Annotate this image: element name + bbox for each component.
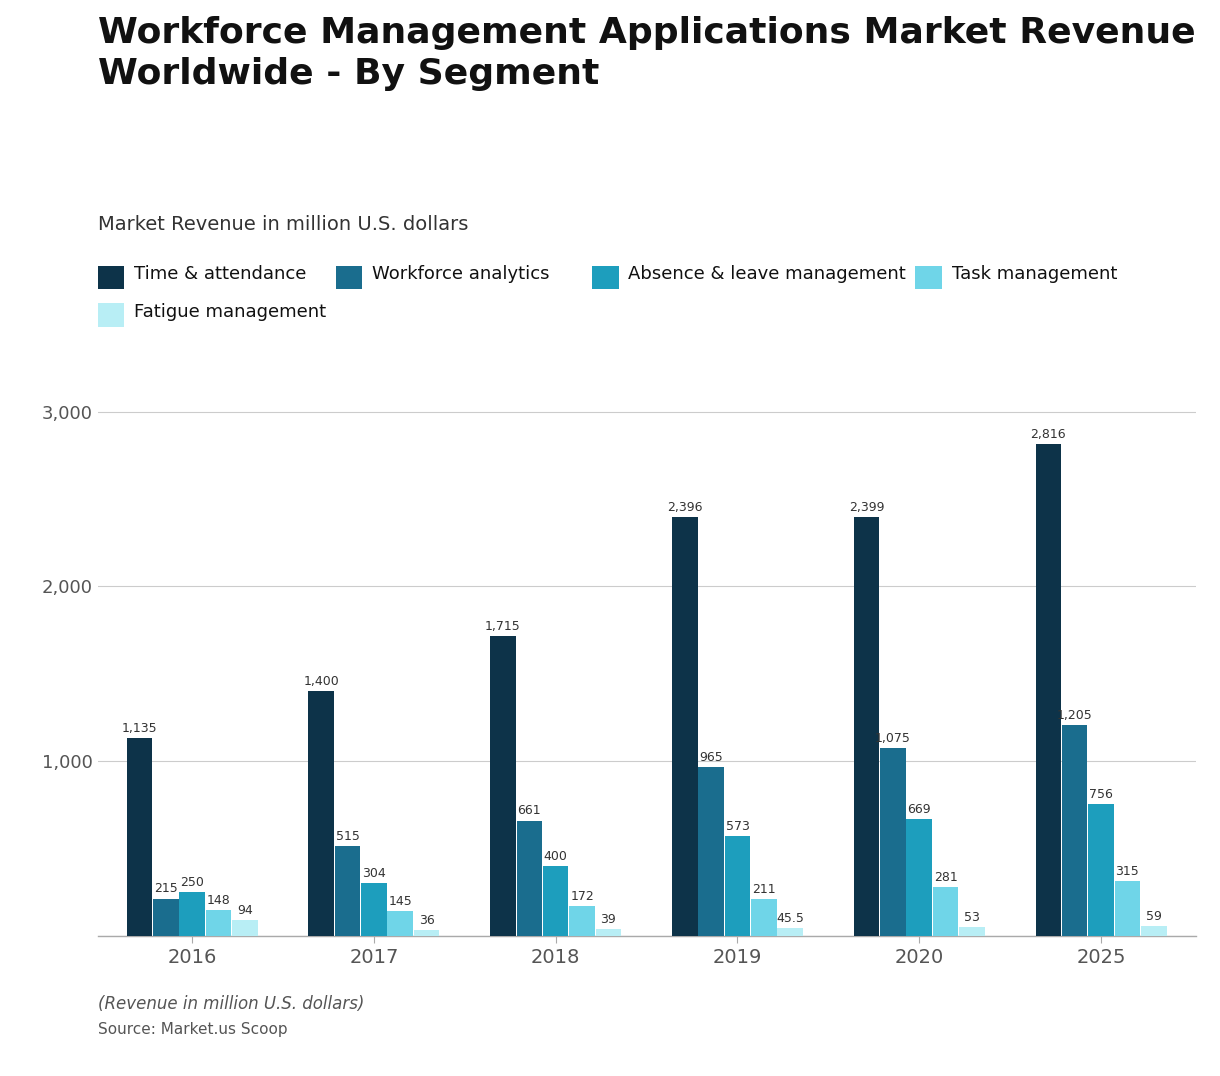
Text: Market Revenue in million U.S. dollars: Market Revenue in million U.S. dollars <box>98 215 468 235</box>
Text: 1,400: 1,400 <box>304 675 339 689</box>
Text: 59: 59 <box>1146 909 1161 922</box>
Text: 573: 573 <box>726 820 749 833</box>
Text: 1,075: 1,075 <box>875 732 911 745</box>
Bar <box>414 930 439 936</box>
Bar <box>1088 804 1114 936</box>
Bar <box>179 892 205 936</box>
Bar <box>570 906 595 936</box>
Text: 36: 36 <box>418 914 434 926</box>
Bar <box>595 930 621 936</box>
Text: Source: Market.us Scoop: Source: Market.us Scoop <box>98 1022 287 1037</box>
Text: 148: 148 <box>206 894 231 907</box>
Text: 1,135: 1,135 <box>122 722 157 735</box>
Bar <box>777 929 803 936</box>
Bar <box>959 926 985 936</box>
Bar <box>752 900 777 936</box>
Text: Absence & leave management: Absence & leave management <box>628 266 906 283</box>
Text: 2,816: 2,816 <box>1031 427 1066 440</box>
Text: Task management: Task management <box>952 266 1118 283</box>
Bar <box>906 819 932 936</box>
Text: 45.5: 45.5 <box>776 912 804 925</box>
Bar <box>880 748 905 936</box>
Text: 315: 315 <box>1115 865 1139 878</box>
Text: 756: 756 <box>1089 788 1113 801</box>
Bar <box>1141 925 1166 936</box>
Text: 661: 661 <box>517 805 542 818</box>
Bar <box>1061 725 1087 936</box>
Text: 304: 304 <box>362 867 386 880</box>
Text: 94: 94 <box>237 904 253 917</box>
Bar <box>309 692 334 936</box>
Bar <box>1115 881 1141 936</box>
Bar <box>361 883 387 936</box>
Bar <box>698 767 723 936</box>
Text: 39: 39 <box>600 914 616 926</box>
Text: 669: 669 <box>908 803 931 816</box>
Text: 1,205: 1,205 <box>1057 709 1093 722</box>
Text: 515: 515 <box>336 830 360 843</box>
Bar <box>388 910 414 936</box>
Text: Workforce Management Applications Market Revenue
Worldwide - By Segment: Workforce Management Applications Market… <box>98 16 1196 90</box>
Text: 1,715: 1,715 <box>486 620 521 633</box>
Bar <box>933 887 959 936</box>
Text: 53: 53 <box>964 910 980 923</box>
Text: 400: 400 <box>544 850 567 863</box>
Bar <box>516 821 542 936</box>
Text: 2,396: 2,396 <box>667 501 703 514</box>
Text: 2,399: 2,399 <box>849 500 884 513</box>
Bar <box>490 636 516 936</box>
Bar <box>206 910 232 936</box>
Text: 211: 211 <box>752 883 776 896</box>
Text: 172: 172 <box>570 890 594 903</box>
Bar <box>725 836 750 936</box>
Bar <box>1036 443 1061 936</box>
Bar <box>232 920 257 936</box>
Bar <box>854 516 880 936</box>
Text: 965: 965 <box>699 751 723 764</box>
Text: 145: 145 <box>388 894 412 908</box>
Text: Fatigue management: Fatigue management <box>134 303 326 321</box>
Bar <box>127 738 152 936</box>
Text: 215: 215 <box>154 882 178 895</box>
Text: 250: 250 <box>181 876 204 889</box>
Text: 281: 281 <box>933 870 958 883</box>
Bar <box>152 898 178 936</box>
Text: Workforce analytics: Workforce analytics <box>372 266 549 283</box>
Bar <box>672 518 698 936</box>
Bar <box>543 866 569 936</box>
Text: Time & attendance: Time & attendance <box>134 266 306 283</box>
Text: (Revenue in million U.S. dollars): (Revenue in million U.S. dollars) <box>98 995 364 1014</box>
Bar <box>334 846 360 936</box>
